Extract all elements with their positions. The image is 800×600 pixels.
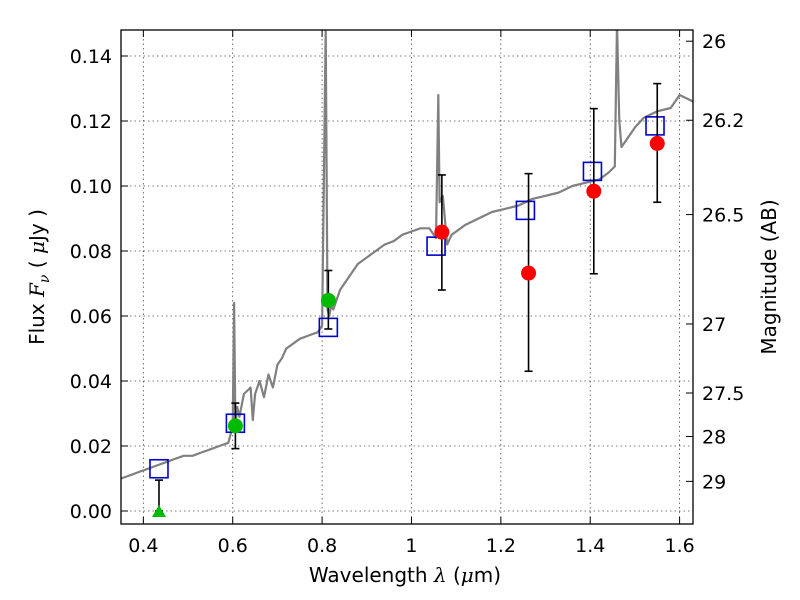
y-tick-label: 0.10: [70, 176, 112, 198]
y2-tick-label: 29: [702, 471, 726, 493]
y-tick-label: 0.02: [70, 436, 112, 458]
model-spectrum-line: [121, 30, 693, 480]
x-tick-label: 1.6: [664, 535, 694, 557]
y2-tick-label: 26.5: [702, 205, 744, 227]
measured-flux-point: [434, 224, 450, 240]
y2-tick-label: 28: [702, 427, 726, 449]
upper-limit-triangle: [151, 505, 166, 517]
model-flux-square: [645, 116, 665, 136]
x-tick-label: 1.4: [575, 535, 605, 557]
x-axis-title: Wavelength λ (μm): [309, 563, 501, 587]
y-tick-label: 0.12: [70, 111, 112, 133]
x-tick-label: 0.8: [307, 535, 337, 557]
axis-ticks: 0.4 0.6 0.8 1 1.2 1.4 1.6 0.00 0.02 0.04 0.06 0.08 0…: [70, 30, 744, 557]
model-spectrum-layer: [121, 30, 693, 480]
y2-tick-label: 26.2: [702, 110, 744, 132]
measured-flux-point: [586, 183, 602, 199]
y2-tick-label: 27: [702, 314, 726, 336]
plot-background: [121, 30, 693, 524]
y-tick-label: 0.04: [70, 371, 112, 393]
y-tick-label: 0.14: [70, 46, 112, 68]
y-tick-label: 0.00: [70, 501, 112, 523]
y2-tick-label: 26: [702, 31, 726, 53]
y-tick-label: 0.08: [70, 241, 112, 263]
y2-tick-label: 27.5: [702, 383, 744, 405]
measured-flux-point: [320, 292, 336, 308]
plot-frame: [120, 29, 694, 525]
y2-axis-title: Magnitude (AB): [757, 199, 781, 354]
x-tick-label: 0.6: [218, 535, 248, 557]
data-marks: [149, 82, 665, 517]
model-flux-square: [515, 200, 536, 221]
y-axis-title: Flux Fν ( μJy ): [25, 209, 53, 345]
model-flux-square: [149, 458, 169, 479]
x-tick-label: 1.2: [486, 535, 516, 557]
measured-flux-point: [227, 418, 243, 434]
model-flux-square: [582, 161, 603, 182]
x-tick-label: 0.4: [128, 535, 158, 557]
model-flux-square: [426, 236, 446, 256]
measured-flux-point: [521, 265, 537, 281]
x-tick-label: 1: [405, 535, 417, 557]
y-tick-label: 0.06: [70, 306, 112, 328]
measured-flux-point: [649, 135, 665, 151]
